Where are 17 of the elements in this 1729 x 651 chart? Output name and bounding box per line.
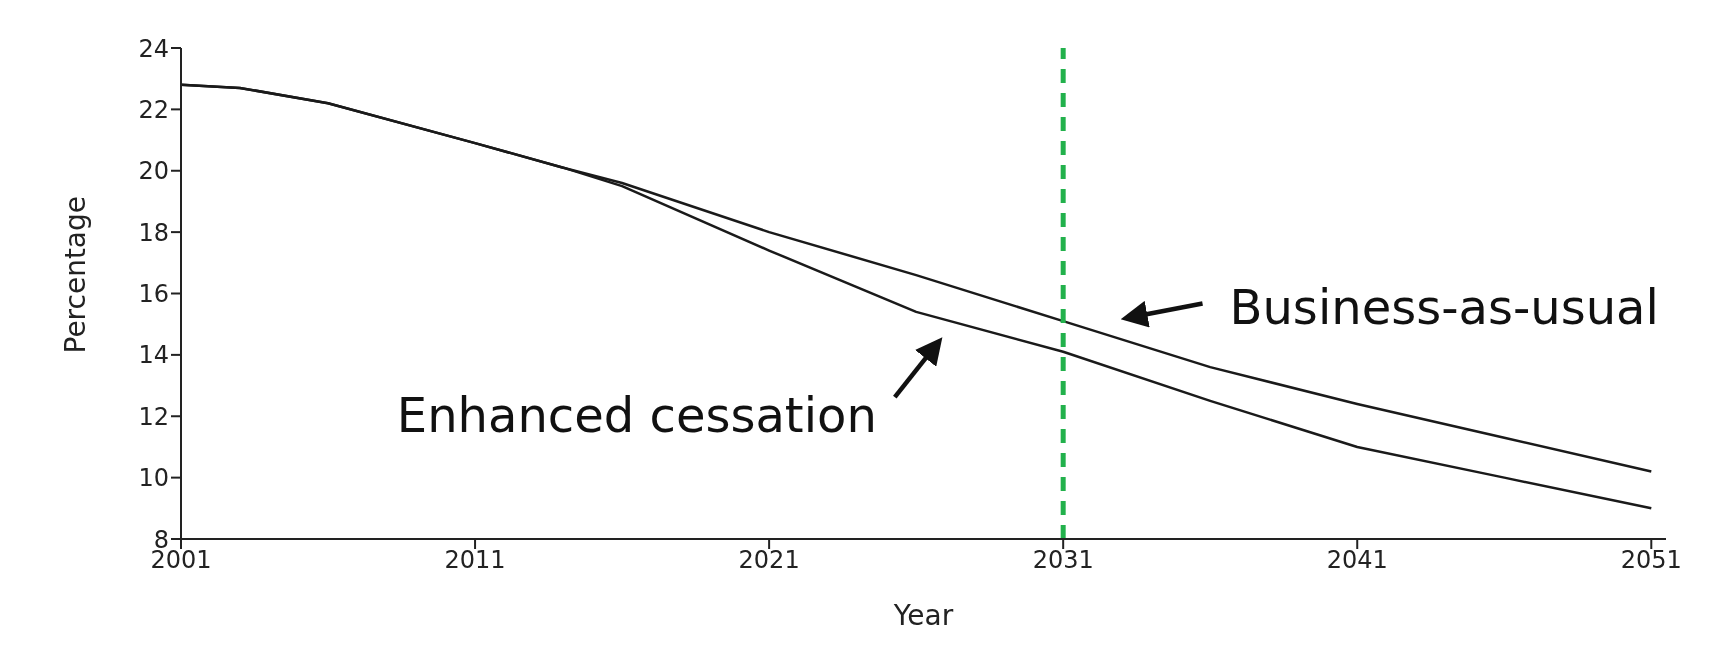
y-axis-title: Percentage — [58, 195, 92, 354]
x-tick-label: 2031 — [1032, 546, 1094, 575]
x-axis-title: Year — [892, 599, 954, 632]
x-tick-label: 2021 — [738, 546, 800, 575]
annotation: Business-as-usual — [1229, 278, 1659, 335]
y-tick-label: 22 — [138, 95, 169, 124]
y-tick-label: 20 — [138, 157, 169, 186]
y-tick-label: 12 — [138, 402, 169, 431]
y-tick-label: 10 — [138, 464, 169, 493]
y-tick-label: 16 — [138, 280, 169, 309]
x-tick-label: 2011 — [444, 546, 506, 575]
y-tick-label: 24 — [138, 34, 169, 63]
y-tick-label: 18 — [138, 218, 169, 247]
x-tick-label: 2051 — [1620, 546, 1682, 575]
x-tick-label: 2041 — [1326, 546, 1388, 575]
y-tick-label: 14 — [138, 341, 169, 370]
annotation: Enhanced cessation — [396, 387, 877, 444]
